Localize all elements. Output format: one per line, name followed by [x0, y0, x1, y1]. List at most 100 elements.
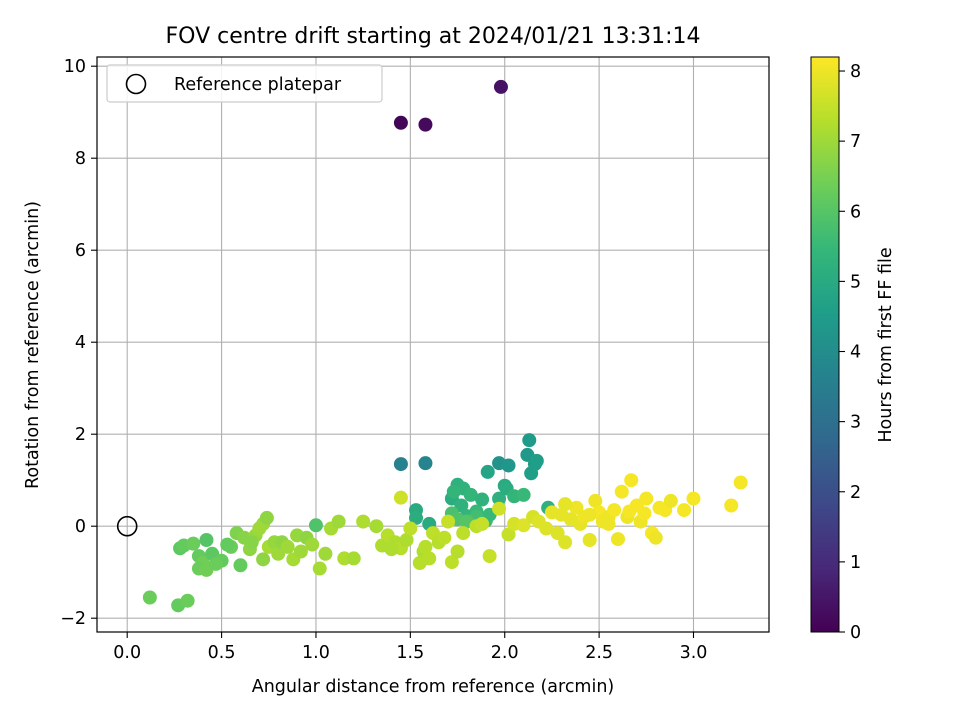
data-point: [558, 535, 573, 550]
data-point: [356, 514, 371, 529]
y-tick-label: 0: [75, 517, 86, 537]
data-point: [475, 492, 490, 507]
data-point: [208, 556, 223, 571]
colorbar-tick-label: 5: [850, 272, 861, 292]
data-point: [516, 518, 531, 533]
data-point: [450, 544, 465, 559]
data-point: [244, 535, 259, 550]
data-point: [446, 484, 461, 499]
data-point: [308, 518, 323, 533]
data-point: [607, 503, 622, 518]
colorbar-tick-label: 4: [850, 343, 861, 363]
data-point: [441, 514, 456, 529]
colorbar-tick-label: 8: [850, 62, 861, 82]
colorbar-label: Hours from first FF file: [876, 247, 896, 442]
data-point: [663, 493, 678, 508]
x-tick-label: 1.0: [302, 643, 330, 663]
data-point: [482, 549, 497, 564]
data-point: [601, 516, 616, 531]
data-point: [529, 453, 544, 468]
data-point: [516, 487, 531, 502]
data-point: [399, 533, 414, 547]
data-point: [501, 458, 516, 473]
x-tick-label: 0.5: [208, 643, 236, 663]
data-point: [648, 530, 663, 545]
y-tick-label: 10: [64, 57, 86, 77]
data-point: [393, 457, 408, 472]
data-point: [422, 551, 437, 566]
colorbar-tick-label: 1: [850, 553, 861, 573]
data-point: [418, 117, 433, 132]
data-point: [639, 491, 654, 506]
data-point: [524, 466, 539, 481]
x-tick-label: 0.0: [113, 643, 141, 663]
data-point: [539, 521, 554, 536]
x-axis-ticks: 0.0 0.5 1.0 1.5 2.0 2.5 3.0: [113, 632, 707, 663]
y-axis-label: Rotation from reference (arcmin): [23, 201, 43, 489]
data-point: [686, 491, 701, 506]
data-point: [259, 510, 274, 525]
data-point: [393, 115, 408, 130]
y-tick-label: −2: [60, 609, 86, 629]
data-point: [475, 516, 490, 531]
colorbar-tick-label: 2: [850, 483, 861, 503]
grid: [97, 57, 769, 632]
data-point: [409, 510, 424, 525]
data-point: [142, 590, 157, 605]
x-axis-label: Angular distance from reference (arcmin): [252, 677, 615, 697]
colorbar-ticks: 0 1 2 3 4 5 6 7 8: [839, 62, 861, 643]
data-point: [522, 433, 537, 448]
x-tick-label: 1.5: [396, 643, 424, 663]
x-tick-label: 3.0: [680, 643, 708, 663]
y-tick-label: 2: [75, 425, 86, 445]
x-tick-label: 2.0: [491, 643, 519, 663]
data-point: [346, 551, 361, 566]
data-point: [677, 503, 692, 518]
data-point: [293, 544, 308, 559]
data-point: [444, 555, 459, 570]
data-point: [492, 501, 507, 516]
data-point: [637, 506, 652, 521]
data-point: [558, 497, 573, 512]
data-point: [610, 532, 625, 547]
data-point: [186, 536, 201, 551]
data-point: [624, 473, 639, 488]
data-point: [501, 527, 516, 542]
chart-title: FOV centre drift starting at 2024/01/21 …: [166, 24, 701, 49]
data-point: [403, 521, 418, 536]
legend: Reference platepar: [106, 64, 383, 103]
data-point: [724, 498, 739, 513]
data-point: [614, 484, 629, 499]
data-point: [588, 493, 603, 508]
colorbar: [810, 56, 840, 633]
data-point: [220, 537, 235, 552]
data-point: [492, 491, 507, 506]
data-point: [256, 552, 271, 567]
colorbar-tick-label: 3: [850, 413, 861, 433]
data-point: [312, 561, 327, 576]
data-point: [582, 533, 597, 547]
data-point: [199, 533, 214, 547]
data-point: [418, 539, 433, 554]
legend-marker: [125, 73, 147, 95]
x-tick-label: 2.5: [585, 643, 613, 663]
y-axis-ticks: −2 0 2 4 6 8 10: [60, 57, 97, 629]
data-point: [582, 507, 597, 522]
data-point: [305, 537, 320, 552]
data-point: [180, 593, 195, 608]
data-point: [480, 464, 495, 479]
legend-label: Reference platepar: [174, 75, 342, 95]
data-point: [454, 498, 469, 513]
data-point: [437, 530, 452, 545]
data-point: [463, 487, 478, 502]
colorbar-tick-label: 0: [850, 623, 861, 643]
data-points: [142, 79, 748, 613]
y-tick-label: 6: [75, 241, 86, 261]
data-point: [233, 558, 248, 573]
data-point: [369, 519, 384, 534]
data-point: [384, 542, 399, 557]
data-point: [733, 475, 748, 490]
data-point: [456, 526, 471, 541]
colorbar-tick-label: 7: [850, 132, 861, 152]
